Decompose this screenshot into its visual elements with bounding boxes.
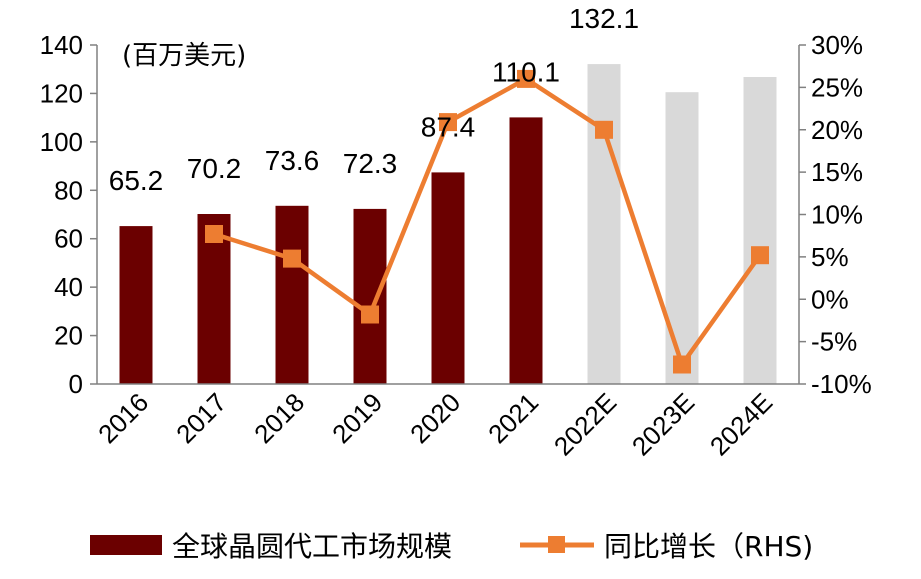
left-tick-label: 20: [54, 321, 83, 351]
x-tick-labels: 2016 2017 2018 2019 2020 2021 2022E 2023E 2024E: [92, 387, 778, 461]
bar-2021: [509, 117, 543, 385]
growth-marker-2022E: [595, 120, 613, 139]
growth-marker-2024E: [751, 246, 769, 265]
x-tick-label: 2022E: [548, 387, 622, 461]
data-labels: 65.2 70.2 73.6 72.3 87.4 110.1 132.1: [109, 3, 639, 196]
growth-marker-2019: [361, 305, 379, 324]
left-tick-label: 100: [40, 127, 83, 157]
growth-marker-2021: [517, 69, 535, 88]
bar-value-label: 73.6: [265, 145, 320, 176]
bar-2018: [275, 205, 309, 384]
bar-value-label: 87.4: [421, 111, 476, 142]
legend-line-marker: [548, 536, 565, 553]
legend-bar-label: 全球晶圆代工市场规模: [172, 530, 452, 563]
right-tick-label: -5%: [811, 327, 857, 357]
bar-2022E: [587, 64, 621, 384]
right-tick-label: 0%: [811, 284, 849, 314]
line-series: [205, 69, 769, 374]
x-tick-label: 2019: [326, 387, 388, 449]
bar-2020: [431, 172, 465, 384]
left-tick-labels: 0 20 40 60 80 100 120 140: [40, 30, 97, 399]
bar-2023E: [665, 92, 699, 384]
x-tick-label: 2018: [248, 387, 310, 449]
unit-label: (百万美元): [122, 41, 246, 71]
x-tick-label: 2017: [170, 387, 232, 449]
x-tick-label: 2021: [482, 387, 544, 449]
x-tick-label: 2024E: [704, 387, 778, 461]
bar-value-label: 70.2: [187, 153, 242, 184]
left-tick-label: 60: [54, 224, 83, 254]
right-tick-label: 30%: [811, 30, 863, 60]
left-tick-label: 140: [40, 30, 83, 60]
legend-line-label: 同比增长（RHS): [604, 530, 813, 563]
right-tick-label: 5%: [811, 242, 849, 272]
left-tick-label: 80: [54, 175, 83, 205]
right-tick-label: 25%: [811, 72, 863, 102]
growth-marker-2023E: [673, 355, 691, 374]
x-tick-label: 2020: [404, 387, 466, 449]
x-tick-label: 2023E: [626, 387, 700, 461]
growth-line: [213, 76, 762, 367]
legend: 全球晶圆代工市场规模 同比增长（RHS): [90, 530, 813, 563]
right-tick-label: -10%: [811, 369, 872, 399]
bar-2019: [353, 208, 387, 384]
x-tick-label: 2016: [92, 387, 154, 449]
bar-value-label: 132.1: [569, 3, 639, 34]
bar-value-label: 65.2: [109, 165, 164, 196]
legend-bar-swatch: [90, 535, 162, 555]
left-tick-label: 0: [69, 369, 83, 399]
bar-2016: [119, 226, 153, 384]
right-tick-labels: -10% -5% 0% 5% 10% 15% 20% 25% 30%: [799, 30, 872, 399]
left-tick-label: 120: [40, 78, 83, 108]
bar-value-label: 72.3: [343, 148, 398, 179]
right-tick-label: 20%: [811, 115, 863, 145]
growth-marker-2017: [205, 225, 223, 243]
left-tick-label: 40: [54, 272, 83, 302]
bar-value-label: 110.1: [492, 56, 560, 87]
growth-marker-2020: [439, 113, 457, 132]
bar-2024E: [743, 77, 777, 384]
right-tick-label: 10%: [811, 200, 863, 230]
growth-marker-2018: [283, 249, 301, 268]
right-tick-label: 15%: [811, 157, 863, 187]
